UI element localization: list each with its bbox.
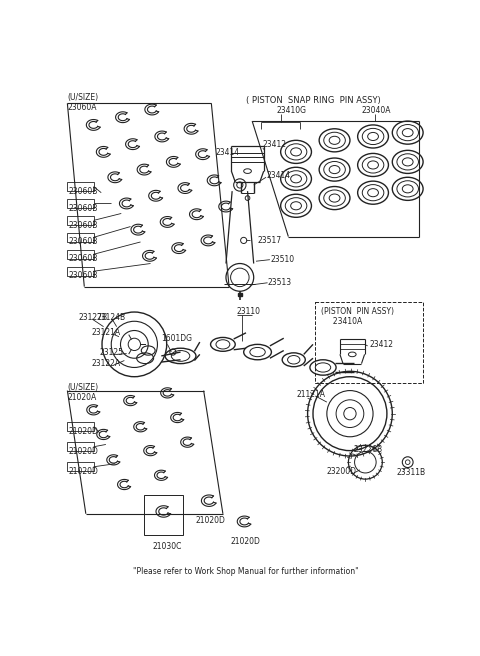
Text: 23200D: 23200D	[327, 467, 357, 476]
Text: (U/SIZE)
23060A: (U/SIZE) 23060A	[67, 92, 98, 112]
Text: 21030C: 21030C	[152, 543, 181, 551]
Text: 23122A: 23122A	[92, 359, 121, 368]
Text: 23414: 23414	[215, 148, 240, 157]
Bar	[67, 266, 94, 276]
Text: 23060B: 23060B	[69, 203, 98, 213]
Text: 23127B: 23127B	[78, 313, 107, 322]
Text: 1601DG: 1601DG	[161, 335, 192, 344]
Text: 23510: 23510	[271, 255, 295, 264]
Text: 23226B: 23226B	[354, 445, 383, 455]
Text: 23040A: 23040A	[361, 106, 391, 115]
Bar	[67, 462, 94, 472]
Text: 21020D: 21020D	[196, 516, 226, 525]
Text: 21121A: 21121A	[296, 390, 325, 399]
Text: 23060B: 23060B	[69, 272, 98, 280]
Text: ( PISTON  SNAP RING  PIN ASSY): ( PISTON SNAP RING PIN ASSY)	[246, 96, 381, 105]
Bar	[315, 302, 423, 383]
Text: 23412: 23412	[263, 140, 287, 150]
Text: 23517: 23517	[258, 236, 282, 245]
Text: 23110: 23110	[237, 307, 261, 316]
Text: 21020D: 21020D	[69, 467, 99, 476]
Text: 21020D: 21020D	[69, 447, 99, 456]
Text: 21020D: 21020D	[230, 537, 261, 546]
Bar	[144, 495, 183, 535]
Text: "Please refer to Work Shop Manual for further information": "Please refer to Work Shop Manual for fu…	[133, 567, 359, 576]
Text: 23060B: 23060B	[69, 255, 98, 264]
Text: 21020D: 21020D	[69, 427, 99, 436]
Text: 23513: 23513	[267, 278, 292, 287]
Text: 23311B: 23311B	[396, 468, 425, 478]
Bar	[67, 422, 94, 432]
Bar	[67, 199, 94, 208]
Text: 23412: 23412	[369, 340, 393, 349]
Text: 23121A: 23121A	[92, 328, 121, 337]
Text: 23414: 23414	[266, 171, 290, 180]
Bar	[67, 182, 94, 191]
Text: 23060B: 23060B	[69, 187, 98, 195]
Text: 23060B: 23060B	[69, 237, 98, 247]
Text: 23125: 23125	[100, 348, 124, 357]
Text: (U/SIZE)
21020A: (U/SIZE) 21020A	[67, 383, 98, 402]
Text: 23124B: 23124B	[96, 313, 126, 322]
Bar	[67, 250, 94, 259]
Bar	[238, 293, 242, 296]
Text: (PISTON  PIN ASSY)
     23410A: (PISTON PIN ASSY) 23410A	[322, 306, 395, 326]
Text: 23060B: 23060B	[69, 220, 98, 230]
Bar	[67, 216, 94, 225]
Text: 23410G: 23410G	[277, 106, 307, 115]
Bar	[67, 442, 94, 451]
Bar	[67, 233, 94, 242]
